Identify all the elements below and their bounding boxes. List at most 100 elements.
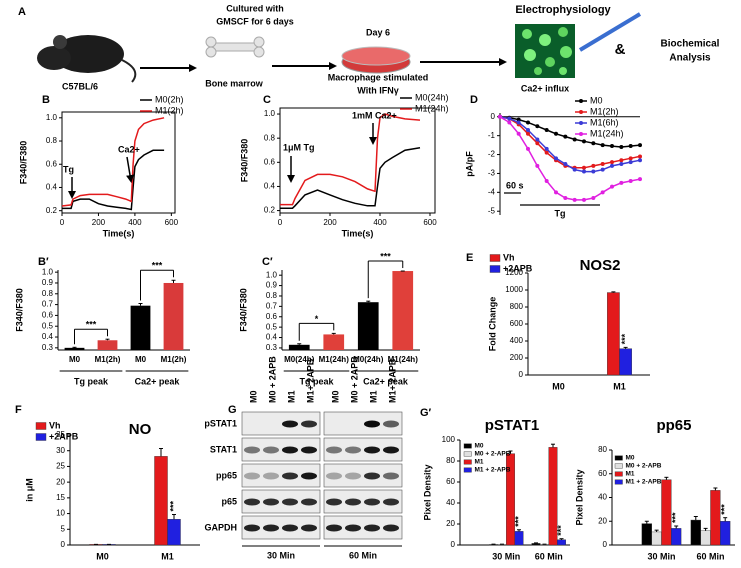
legend-marker	[579, 110, 583, 114]
legend-swatch	[614, 479, 623, 485]
legend-label: M0 + 2-APB	[475, 451, 511, 458]
panel-label: D	[470, 94, 478, 106]
data-point	[591, 141, 596, 146]
group-label: Tg peak	[299, 376, 334, 386]
data-point	[638, 143, 642, 148]
annotation: 1μM Tg	[283, 142, 315, 152]
blot-band	[282, 446, 298, 454]
legend-marker	[579, 99, 583, 103]
data-line	[62, 149, 165, 211]
data-point	[582, 169, 586, 174]
data-point	[526, 128, 530, 132]
y-axis-label: pA/pF	[464, 151, 474, 177]
legend-swatch	[463, 459, 472, 465]
legend-swatch	[489, 265, 501, 273]
data-point	[600, 190, 605, 195]
legend-swatch	[614, 463, 623, 469]
legend-label: M1(24h)	[590, 128, 624, 138]
data-point	[516, 117, 521, 122]
blot-strip	[323, 437, 403, 462]
y-tick-label: 60	[598, 469, 607, 478]
annotation: 1mM Ca2+	[352, 110, 397, 120]
legend-swatch	[35, 422, 47, 430]
time-label: 60 Min	[349, 550, 377, 560]
blot-band	[383, 472, 399, 480]
bar	[557, 539, 566, 546]
legend-label: Vh	[49, 420, 61, 430]
blot-band	[263, 446, 279, 454]
x-tick-label: 600	[423, 218, 437, 227]
legend-label: M0	[475, 443, 484, 450]
y-axis-label: Pixel Density	[422, 464, 432, 520]
y-tick-label: 0.2	[46, 206, 58, 215]
data-point	[526, 146, 530, 151]
legend-label: M1(6h)	[590, 117, 619, 127]
legend-label: M1(2h)	[590, 106, 619, 116]
legend-marker	[579, 132, 583, 136]
significance: ***	[556, 525, 566, 536]
significance: ***	[380, 251, 391, 261]
y-axis-label: F340/F380	[239, 139, 249, 183]
bar	[288, 344, 310, 350]
y-tick-label: 0.4	[264, 182, 276, 191]
y-tick-label: 0.7	[266, 301, 278, 310]
x-tick-label: M0	[96, 551, 109, 561]
x-axis-label: Time(s)	[103, 228, 135, 238]
y-tick-label: 0	[519, 370, 524, 379]
legend-label: M1 + 2-APB	[475, 467, 511, 474]
blot-band	[345, 446, 361, 454]
blot-band	[301, 446, 317, 454]
x-tick-label: 0	[60, 218, 65, 227]
legend-label: +2APB	[49, 431, 79, 441]
blot-strip	[241, 437, 321, 462]
bar	[690, 519, 701, 546]
y-tick-label: 20	[446, 519, 455, 528]
data-point	[572, 167, 577, 172]
blot-strip	[241, 489, 321, 514]
x-tick-label: M1(2h)	[161, 355, 187, 364]
data-point	[619, 158, 624, 163]
bar	[641, 523, 652, 546]
y-tick-label: 0	[61, 540, 66, 549]
legend-label: M0	[626, 455, 635, 462]
blot-band	[383, 420, 399, 428]
bar	[619, 348, 632, 376]
step-label: With IFNγ	[357, 85, 398, 95]
protein-label: pSTAT1	[204, 418, 237, 428]
data-point	[591, 163, 596, 168]
annotation: Ca2+	[118, 144, 140, 154]
data-point	[544, 150, 549, 155]
lane-label: M0	[330, 390, 340, 403]
x-tick-label: 200	[92, 218, 106, 227]
y-tick-label: 80	[446, 456, 455, 465]
x-tick-label: M1	[613, 381, 626, 391]
data-point	[619, 180, 624, 185]
blot-band	[301, 498, 317, 506]
y-tick-label: 20	[598, 516, 607, 525]
data-point	[563, 196, 568, 200]
time-label: 30 Min	[267, 550, 295, 560]
y-tick-label: -2	[488, 150, 496, 159]
data-point	[572, 137, 577, 142]
y-tick-label: 0.7	[42, 300, 54, 309]
data-point	[628, 156, 633, 161]
data-point	[610, 144, 614, 149]
y-tick-label: 0.5	[42, 321, 54, 330]
y-axis-label: F340/F380	[14, 288, 24, 332]
group-label: Ca2+ peak	[363, 376, 409, 386]
legend-label: M1(24h)	[415, 103, 449, 113]
annotation: 60 s	[506, 180, 524, 190]
y-tick-label: 0.8	[46, 136, 58, 145]
data-point	[638, 158, 642, 163]
x-tick-label: 30 Min	[647, 551, 675, 561]
legend-label: Vh	[503, 252, 515, 262]
data-point	[610, 184, 614, 189]
step-label: Electrophysiology	[515, 4, 611, 16]
bar	[651, 531, 662, 546]
y-tick-label: 1.0	[264, 109, 276, 118]
blot-band	[364, 524, 380, 532]
blot-band	[364, 472, 380, 480]
blot-band	[244, 472, 260, 480]
y-axis-label: F340/F380	[238, 288, 248, 332]
data-line	[499, 116, 641, 148]
